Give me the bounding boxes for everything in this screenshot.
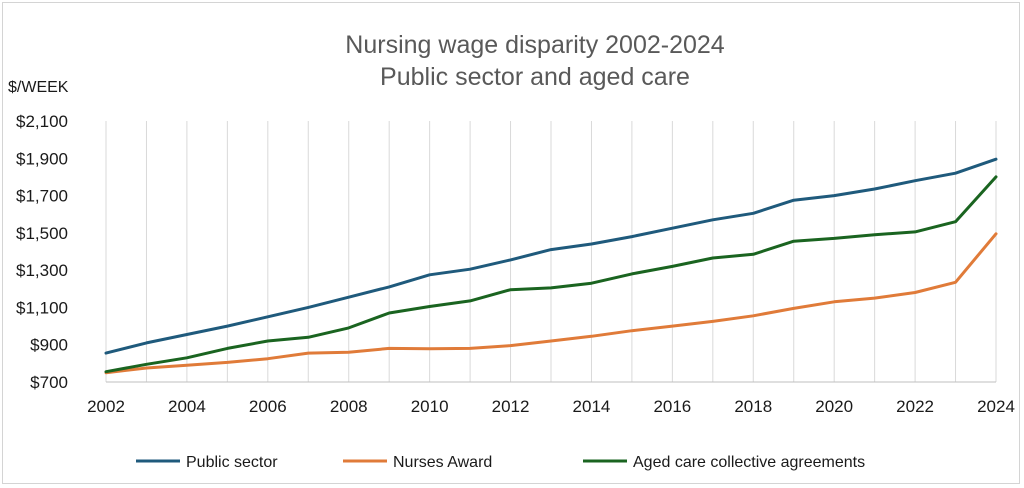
y-tick-label: $1,900 xyxy=(16,149,68,168)
y-tick-label: $900 xyxy=(30,336,68,355)
x-tick-label: 2016 xyxy=(653,397,691,416)
x-tick-label: 2010 xyxy=(411,397,449,416)
chart-title: Nursing wage disparity 2002-2024 xyxy=(345,31,724,59)
x-tick-label: 2024 xyxy=(977,397,1015,416)
x-tick-label: 2018 xyxy=(734,397,772,416)
x-tick-label: 2022 xyxy=(896,397,934,416)
legend-label: Nurses Award xyxy=(393,454,492,471)
series-line-public-sector xyxy=(104,157,998,355)
x-tick-label: 2004 xyxy=(168,397,206,416)
series-line-aged-care-collective-agreements xyxy=(104,175,998,374)
y-tick-label: $1,700 xyxy=(16,187,68,206)
x-tick-label: 2006 xyxy=(249,397,287,416)
x-tick-label: 2014 xyxy=(573,397,611,416)
chart-subtitle: Public sector and aged care xyxy=(380,63,690,91)
legend-label: Aged care collective agreements xyxy=(633,454,865,471)
x-tick-label: 2008 xyxy=(330,397,368,416)
y-tick-label: $1,500 xyxy=(16,224,68,243)
x-tick-label: 2002 xyxy=(87,397,125,416)
y-axis-unit-label: $/WEEK xyxy=(8,79,69,96)
y-tick-label: $700 xyxy=(30,373,68,392)
x-tick-label: 2020 xyxy=(815,397,853,416)
y-tick-label: $1,300 xyxy=(16,261,68,280)
y-tick-label: $2,100 xyxy=(16,112,68,131)
y-tick-label: $1,100 xyxy=(16,298,68,317)
x-tick-label: 2012 xyxy=(492,397,530,416)
series-line-nurses-award xyxy=(104,232,998,375)
legend-label: Public sector xyxy=(186,454,278,471)
